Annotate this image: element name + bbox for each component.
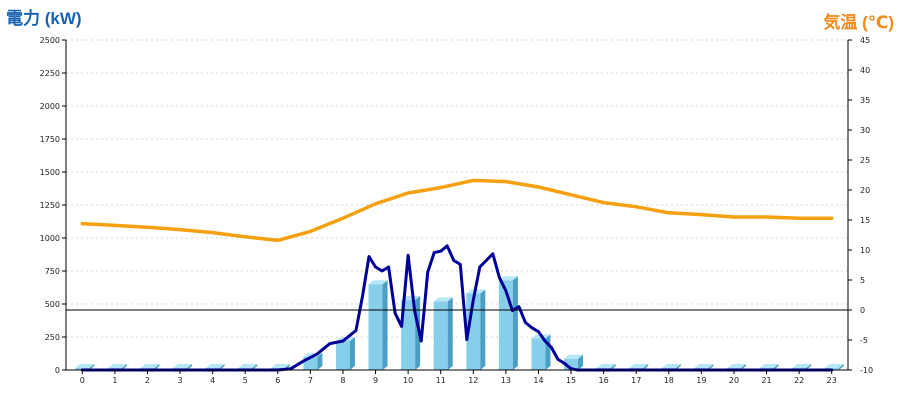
- bar-front: [335, 340, 350, 370]
- x-tick-label: 19: [696, 376, 706, 385]
- x-tick-label: 16: [599, 376, 609, 385]
- x-tick-label: 17: [631, 376, 641, 385]
- left-tick-label: 2500: [40, 36, 60, 45]
- left-tick-label: 2000: [40, 102, 60, 111]
- bar-top: [205, 364, 225, 369]
- temperature-line: [80, 178, 834, 243]
- bar-top: [401, 296, 421, 301]
- right-tick-label: 40: [860, 66, 870, 75]
- x-tick-label: 4: [210, 376, 215, 385]
- bar-side: [480, 289, 486, 370]
- bar-side: [578, 354, 584, 370]
- x-tick-label: 21: [761, 376, 771, 385]
- left-tick-label: 1500: [40, 168, 60, 177]
- x-tick-label: 3: [177, 376, 182, 385]
- bar-top: [792, 364, 812, 369]
- power-bar: [433, 297, 453, 370]
- bar-front: [401, 300, 416, 370]
- bar-top: [173, 364, 193, 369]
- bar-top: [498, 276, 518, 281]
- right-tick-label: -10: [860, 366, 873, 375]
- right-axis-title: 気温 (℃): [823, 13, 894, 32]
- bar-side: [349, 336, 355, 370]
- power-bar: [531, 334, 551, 370]
- x-tick-label: 14: [533, 376, 543, 385]
- x-tick-label: 6: [275, 376, 280, 385]
- bar-front: [368, 284, 383, 370]
- bar-top: [368, 280, 388, 285]
- x-tick-label: 2: [145, 376, 150, 385]
- bar-top: [824, 364, 844, 369]
- right-tick-label: 10: [860, 246, 870, 255]
- left-tick-label: 250: [45, 333, 60, 342]
- right-tick-label: 5: [860, 276, 865, 285]
- x-tick-label: 12: [468, 376, 478, 385]
- right-tick-label: 0: [860, 306, 865, 315]
- bar-top: [596, 364, 616, 369]
- right-tick-label: -5: [860, 336, 868, 345]
- power-bar: [564, 354, 584, 370]
- x-tick-label: 23: [827, 376, 837, 385]
- x-tick-label: 8: [340, 376, 345, 385]
- right-tick-label: 20: [860, 186, 870, 195]
- x-tick-label: 7: [308, 376, 313, 385]
- bar-top: [694, 364, 714, 369]
- left-tick-label: 500: [45, 300, 60, 309]
- x-tick-label: 18: [664, 376, 674, 385]
- x-tick-label: 20: [729, 376, 739, 385]
- right-tick-label: 30: [860, 126, 870, 135]
- left-tick-label: 1000: [40, 234, 60, 243]
- bar-front: [564, 358, 579, 370]
- bar-side: [317, 352, 323, 370]
- bar-top: [140, 364, 160, 369]
- tick-labels: 02505007501000125015001750200022502500-1…: [40, 36, 873, 385]
- x-tick-label: 15: [566, 376, 576, 385]
- x-tick-label: 5: [243, 376, 248, 385]
- x-tick-label: 0: [80, 376, 85, 385]
- bar-top: [661, 364, 681, 369]
- bar-side: [382, 280, 388, 370]
- x-tick-label: 11: [436, 376, 446, 385]
- left-tick-label: 750: [45, 267, 60, 276]
- x-tick-label: 22: [794, 376, 804, 385]
- right-tick-label: 15: [860, 216, 870, 225]
- bar-top: [107, 364, 127, 369]
- power-line: [80, 244, 834, 372]
- bar-side: [545, 334, 551, 370]
- bar-top: [629, 364, 649, 369]
- bar-top: [75, 364, 95, 369]
- x-tick-label: 1: [112, 376, 117, 385]
- x-tick-label: 13: [501, 376, 511, 385]
- right-tick-label: 25: [860, 156, 870, 165]
- bar-top: [759, 364, 779, 369]
- bar-top: [270, 364, 290, 369]
- axes: [62, 39, 852, 374]
- left-tick-label: 1750: [40, 135, 60, 144]
- bar-front: [531, 338, 546, 370]
- bar-front: [433, 301, 448, 370]
- left-tick-label: 1250: [40, 201, 60, 210]
- right-tick-label: 35: [860, 96, 870, 105]
- x-tick-label: 9: [373, 376, 378, 385]
- bar-side: [512, 276, 518, 370]
- power-bar: [498, 276, 518, 370]
- bar-top: [433, 297, 453, 302]
- bar-top: [564, 354, 584, 359]
- power-bars: [75, 276, 844, 370]
- right-tick-label: 45: [860, 36, 870, 45]
- left-axis-title: 電力 (kW): [6, 9, 82, 28]
- data-lines: [80, 178, 834, 372]
- power-bar: [368, 280, 388, 370]
- bar-side: [447, 297, 453, 370]
- bar-top: [238, 364, 258, 369]
- left-tick-label: 2250: [40, 69, 60, 78]
- left-tick-label: 0: [55, 366, 60, 375]
- bar-side: [838, 364, 844, 370]
- grid-lines: [66, 39, 848, 338]
- x-tick-label: 10: [403, 376, 413, 385]
- bar-top: [726, 364, 746, 369]
